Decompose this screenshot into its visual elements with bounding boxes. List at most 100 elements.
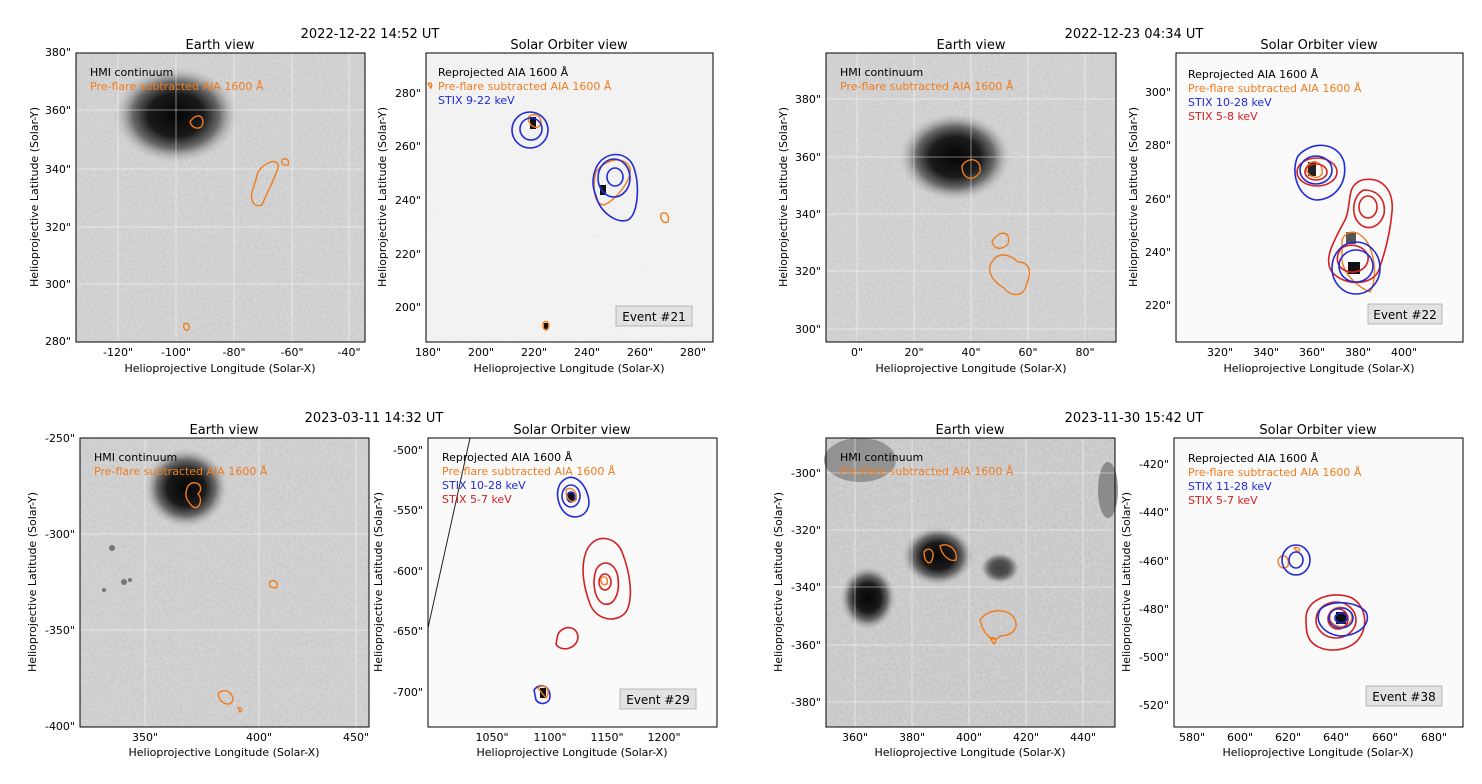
y-tick: 320" [795, 265, 821, 278]
x-tick: 640" [1323, 731, 1349, 744]
x-tick: -100" [161, 346, 191, 359]
x-tick: 420" [1013, 731, 1039, 744]
x-tick: 620" [1275, 731, 1301, 744]
x-tick: 350" [132, 731, 158, 744]
aia-1600-contours [961, 159, 1030, 296]
orbiter-view-panel: Solar Orbiter view [372, 423, 718, 759]
panel-title: Solar Orbiter view [510, 38, 628, 53]
legend-hmi: HMI continuum [90, 66, 173, 79]
y-tick-labels: -250" -300" -350" -400" [45, 432, 75, 733]
y-tick: -600" [393, 565, 423, 578]
x-axis-label: Helioprojective Longitude (Solar-X) [875, 746, 1066, 759]
x-tick: 180" [415, 346, 441, 359]
x-tick-labels: 580" 600" 620" 640" 660" 680" [1179, 731, 1447, 744]
y-tick: 220" [1145, 299, 1171, 312]
y-tick: 280" [395, 87, 421, 100]
event-timestamp: 2022-12-22 14:52 UT [301, 27, 440, 42]
event-label-box [619, 688, 697, 710]
x-tick: 360" [1299, 346, 1325, 359]
x-tick: -60" [280, 346, 303, 359]
y-tick: 240" [1145, 246, 1171, 259]
y-tick: -460" [1139, 555, 1169, 568]
x-axis-label: Helioprojective Longitude (Solar-X) [1223, 746, 1414, 759]
x-tick: 1200" [647, 731, 680, 744]
legend-aia-reprojected: Reprojected AIA 1600 Å [1188, 452, 1319, 465]
y-tick: 320" [45, 221, 71, 234]
event-22-group: 2022-12-23 04:34 UT Earth view HMI conti… [777, 27, 1464, 375]
aia-1600-contours [923, 544, 1017, 646]
panel-title: Earth view [937, 38, 1006, 53]
y-tick: -550" [393, 504, 423, 517]
x-tick: 260" [627, 346, 653, 359]
x-tick: 80" [1075, 346, 1094, 359]
x-tick: 660" [1372, 731, 1398, 744]
earth-view-panel: Earth view HMI continuum Pre-flare subtr… [777, 38, 1117, 375]
y-tick: 280" [1145, 139, 1171, 152]
y-tick: -480" [1139, 603, 1169, 616]
y-tick: -400" [45, 720, 75, 733]
x-tick: 20" [904, 346, 923, 359]
x-tick: 400" [1391, 346, 1417, 359]
event-label-box [1367, 303, 1443, 325]
y-tick: 380" [795, 93, 821, 106]
event-label-box [615, 305, 693, 327]
y-tick-labels: 280" 300" 320" 340" 360" 380" [45, 46, 71, 348]
x-tick: -80" [222, 346, 245, 359]
event-21-group: 2022-12-22 14:52 UT Earth view HMI conti… [28, 27, 714, 375]
x-axis-label: Helioprojective Longitude (Solar-X) [876, 362, 1067, 375]
x-tick: -120" [103, 346, 133, 359]
x-tick: 40" [961, 346, 980, 359]
x-tick: 580" [1179, 731, 1205, 744]
y-axis-label: Helioprojective Latitude (Solar-Y) [772, 492, 785, 672]
event-38-group: 2023-11-30 15:42 UT Earth view [772, 411, 1464, 759]
x-tick: 400" [246, 731, 272, 744]
grid-lines [826, 53, 1116, 342]
x-tick: 600" [1227, 731, 1253, 744]
y-axis-label: Helioprojective Latitude (Solar-Y) [376, 107, 389, 287]
legend-aia-reprojected: Reprojected AIA 1600 Å [438, 66, 569, 79]
y-tick: -380" [791, 696, 821, 709]
panel-title: Earth view [936, 423, 1005, 438]
y-tick: 360" [795, 151, 821, 164]
legend-aia: Pre-flare subtracted AIA 1600 Å [840, 465, 1014, 478]
y-tick: -500" [393, 444, 423, 457]
x-axis-label: Helioprojective Longitude (Solar-X) [477, 746, 668, 759]
y-tick: 240" [395, 194, 421, 207]
x-tick: 400" [956, 731, 982, 744]
legend-aia-reprojected: Reprojected AIA 1600 Å [442, 451, 573, 464]
legend-aia: Pre-flare subtracted AIA 1600 Å [94, 465, 268, 478]
legend-stix-low: STIX 5-8 keV [1188, 110, 1258, 123]
y-tick: 260" [1145, 193, 1171, 206]
y-tick: -320" [791, 524, 821, 537]
event-timestamp: 2023-11-30 15:42 UT [1065, 411, 1204, 426]
x-tick-labels: 1050" 1100" 1150" 1200" [475, 731, 680, 744]
x-tick-labels: 320" 340" 360" 380" 400" [1207, 346, 1417, 359]
y-tick: -520" [1139, 699, 1169, 712]
y-tick: -300" [791, 467, 821, 480]
x-tick: 380" [899, 731, 925, 744]
panel-title: Solar Orbiter view [1260, 38, 1378, 53]
grid-lines [76, 53, 365, 342]
grid-lines [80, 438, 369, 727]
event-timestamp: 2022-12-23 04:34 UT [1065, 27, 1204, 42]
x-tick: 360" [842, 731, 868, 744]
x-axis-label: Helioprojective Longitude (Solar-X) [474, 362, 665, 375]
y-tick: -420" [1139, 458, 1169, 471]
y-tick: -250" [45, 432, 75, 445]
aia-reprojected-kernels [1336, 612, 1346, 624]
y-tick: 260" [395, 140, 421, 153]
y-tick-labels: 300" 320" 340" 360" 380" [795, 93, 821, 336]
y-tick-labels: -420" -440" -460" -480" -500" -520" [1139, 458, 1169, 712]
legend-aia: Pre-flare subtracted AIA 1600 Å [840, 80, 1014, 93]
legend-aia: Pre-flare subtracted AIA 1600 Å [90, 80, 264, 93]
y-tick: 340" [795, 208, 821, 221]
y-tick: -700" [393, 686, 423, 699]
x-tick: 340" [1253, 346, 1279, 359]
event-29-group: 2023-03-11 14:32 UT Earth view HMI conti… [26, 411, 718, 759]
y-axis-label: Helioprojective Latitude (Solar-Y) [1120, 492, 1133, 672]
y-tick: 300" [45, 278, 71, 291]
aia-1600-contours [185, 482, 279, 713]
x-tick: 680" [1421, 731, 1447, 744]
event-label: Event #38 [1372, 690, 1436, 704]
y-tick-labels: -500" -550" -600" -650" -700" [393, 444, 423, 699]
